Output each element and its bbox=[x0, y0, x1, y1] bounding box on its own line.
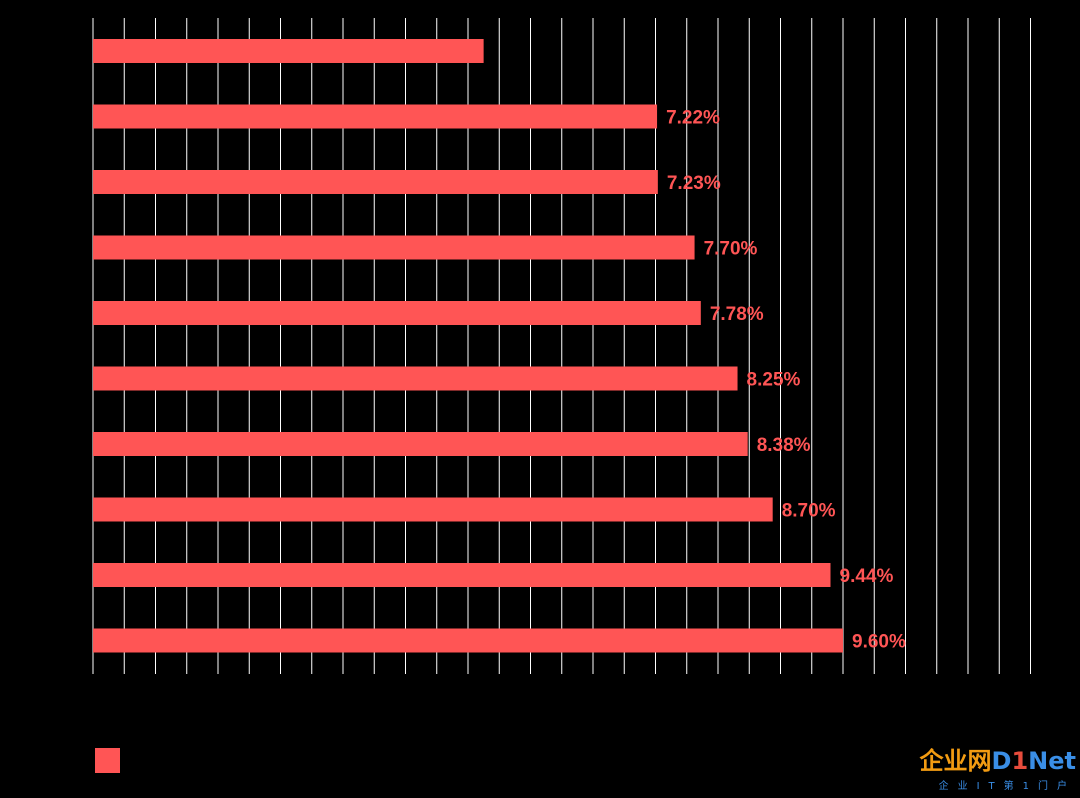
bar-6 bbox=[93, 432, 748, 456]
bar-value-label-1: 7.22% bbox=[666, 108, 720, 129]
bar-1 bbox=[93, 104, 658, 129]
bar-value-label-2: 7.23% bbox=[667, 173, 721, 194]
watermark-brand-net: Net bbox=[1028, 747, 1076, 775]
bar-value-label-6: 8.38% bbox=[757, 435, 811, 456]
bar-value-label-5: 8.25% bbox=[747, 370, 801, 391]
bar-value-label-7: 8.70% bbox=[782, 501, 836, 522]
watermark-brand-cn: 企业网 bbox=[919, 747, 992, 775]
bar-8 bbox=[93, 563, 831, 587]
watermark-logo: 企业网D1Net 企业IT第1门户 bbox=[916, 747, 1076, 792]
bar-3 bbox=[93, 235, 695, 260]
watermark-brand-d: D bbox=[991, 747, 1012, 775]
watermark-brand: 企业网D1Net bbox=[920, 747, 1076, 775]
bar-value-label-4: 7.78% bbox=[710, 304, 764, 325]
bar-4 bbox=[93, 301, 701, 325]
bar-value-label-9: 9.60% bbox=[852, 632, 906, 653]
bar-value-label-8: 9.44% bbox=[840, 566, 894, 587]
bar-value-label-3: 7.70% bbox=[704, 239, 758, 260]
bar-5 bbox=[93, 366, 738, 391]
bar-0 bbox=[93, 39, 484, 63]
legend-swatch bbox=[95, 748, 120, 773]
bar-2 bbox=[93, 170, 658, 194]
bar-9 bbox=[93, 628, 843, 653]
watermark-tagline: 企业IT第1门户 bbox=[938, 781, 1076, 792]
bar-7 bbox=[93, 497, 773, 522]
watermark-brand-one: 1 bbox=[1011, 747, 1029, 775]
